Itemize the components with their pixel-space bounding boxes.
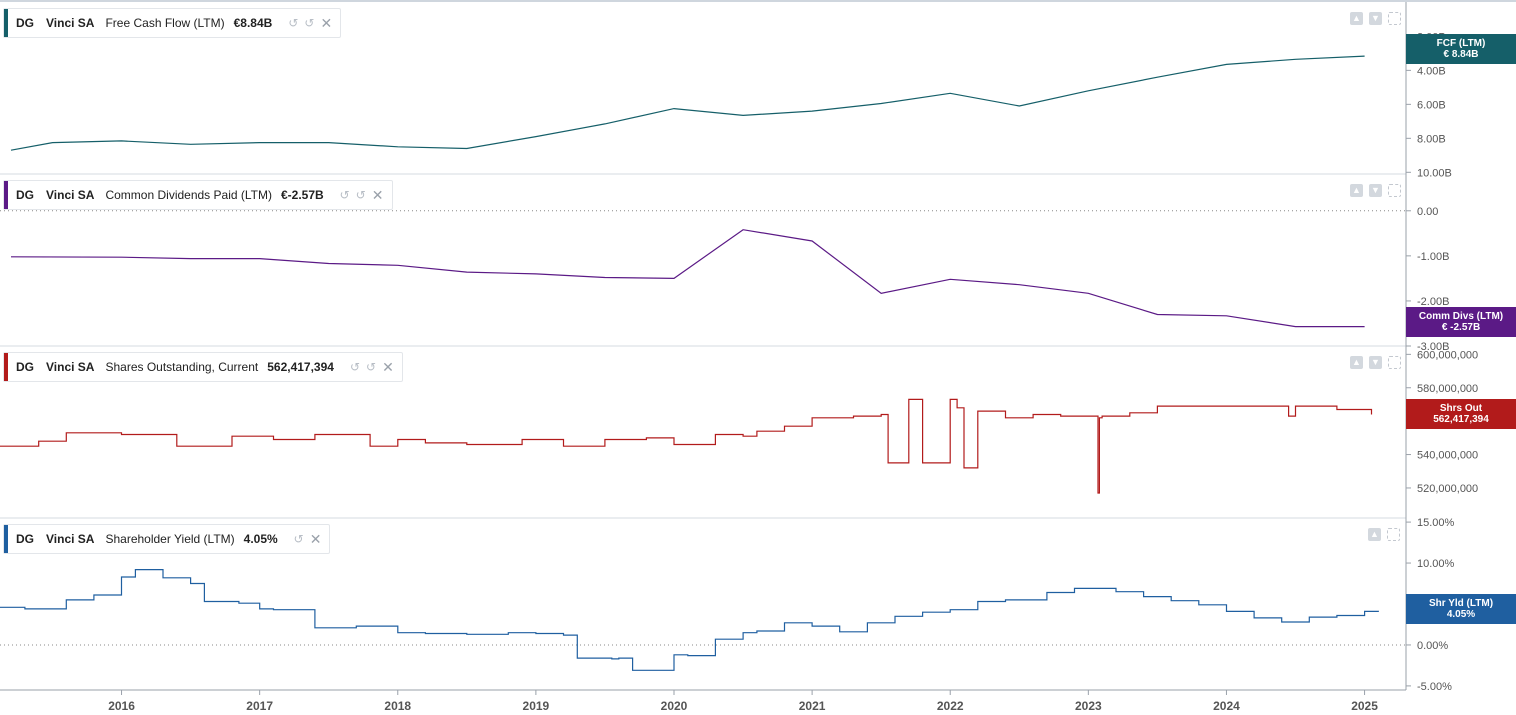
move-up-icon[interactable]: ▲: [1350, 356, 1363, 369]
y-tick-label: 580,000,000: [1417, 383, 1478, 395]
tag-label: Shrs Out: [1439, 403, 1483, 414]
series-line-fcf: [10, 55, 1365, 151]
x-tick-label: 2022: [937, 699, 964, 713]
y-tick-label: 6.00B: [1417, 99, 1446, 111]
move-up-icon[interactable]: ▲: [1368, 528, 1381, 541]
legend-yield: DG Vinci SA Shareholder Yield (LTM) 4.05% ↺ ✕: [3, 524, 331, 554]
fullscreen-icon[interactable]: [1388, 12, 1401, 25]
pane-controls: ▲: [1368, 528, 1400, 541]
legend-metric: Common Dividends Paid (LTM): [105, 188, 272, 202]
legend-color-bar: [4, 9, 8, 37]
y-tick-label: -5.00%: [1417, 681, 1452, 693]
y-tick-label: 4.00B: [1417, 65, 1446, 77]
y-tick-label: 10.00%: [1417, 558, 1455, 570]
yield-value-tag: Shr Yld (LTM) 4.05%: [1406, 594, 1516, 624]
legend-value: 562,417,394: [267, 360, 334, 374]
legend-metric: Shares Outstanding, Current: [105, 360, 259, 374]
legend-metric: Shareholder Yield (LTM): [105, 532, 235, 546]
tag-value: 4.05%: [1446, 609, 1476, 620]
tag-value: € -2.57B: [1441, 322, 1481, 333]
close-icon[interactable]: ✕: [320, 14, 333, 31]
fullscreen-icon[interactable]: [1388, 184, 1401, 197]
legend-ticker: DG: [16, 532, 34, 546]
legend-value: 4.05%: [243, 532, 278, 546]
y-tick-label: 8.00B: [1417, 133, 1446, 145]
y-tick-label: 10.00B: [1417, 167, 1452, 179]
y-tick-label: 0.00%: [1417, 640, 1448, 652]
tag-label: Comm Divs (LTM): [1418, 311, 1504, 322]
y-tick-label: 0.00: [1417, 206, 1438, 218]
history-icon[interactable]: ↺: [366, 360, 377, 374]
x-tick-label: 2016: [108, 699, 135, 713]
history-icon[interactable]: ↺: [349, 360, 361, 374]
legend-color-bar: [4, 525, 8, 553]
series-line-shares: [0, 398, 1373, 494]
legend-color-bar: [4, 181, 8, 209]
legend-company: Vinci SA: [46, 532, 95, 546]
y-tick-label: 520,000,000: [1417, 483, 1478, 495]
y-tick-label: 15.00%: [1417, 517, 1455, 529]
x-tick-label: 2020: [661, 699, 688, 713]
fcf-value-tag: FCF (LTM) € 8.84B: [1406, 34, 1516, 64]
legend-company: Vinci SA: [46, 188, 95, 202]
legend-value: €-2.57B: [280, 188, 324, 202]
legend-ticker: DG: [16, 16, 34, 30]
legend-divs: DG Vinci SA Common Dividends Paid (LTM) €-2…: [3, 180, 393, 210]
history-icon[interactable]: ↺: [293, 532, 304, 546]
legend-company: Vinci SA: [46, 16, 95, 30]
close-icon[interactable]: ✕: [309, 530, 322, 547]
legend-ticker: DG: [16, 360, 34, 374]
legend-value: €8.84B: [233, 16, 273, 30]
legend-fcf: DG Vinci SA Free Cash Flow (LTM) €8.84B ↺ ↺ ✕: [3, 8, 342, 38]
fullscreen-icon[interactable]: [1387, 528, 1400, 541]
legend-shares: DG Vinci SA Shares Outstanding, Current 562…: [3, 352, 403, 382]
y-tick-label: 540,000,000: [1417, 450, 1478, 462]
legend-ticker: DG: [16, 188, 34, 202]
series-line-divs: [10, 229, 1365, 328]
tag-label: FCF (LTM): [1436, 38, 1486, 49]
x-tick-label: 2018: [384, 699, 411, 713]
close-icon[interactable]: ✕: [382, 358, 394, 375]
x-tick-label: 2017: [246, 699, 273, 713]
y-tick-label: -1.00B: [1417, 251, 1449, 263]
pane-controls: ▲ ▼: [1350, 184, 1401, 197]
move-up-icon[interactable]: ▲: [1350, 184, 1363, 197]
history-icon[interactable]: ↺: [355, 188, 366, 202]
x-tick-label: 2025: [1351, 699, 1378, 713]
y-tick-label: -3.00B: [1417, 341, 1449, 353]
legend-metric: Free Cash Flow (LTM): [105, 16, 225, 30]
history-icon[interactable]: ↺: [339, 188, 350, 202]
pane-controls: ▲ ▼: [1350, 12, 1401, 25]
move-down-icon[interactable]: ▼: [1369, 184, 1382, 197]
close-icon[interactable]: ✕: [371, 186, 384, 203]
fullscreen-icon[interactable]: [1388, 356, 1401, 369]
x-tick-label: 2021: [799, 699, 826, 713]
divs-value-tag: Comm Divs (LTM) € -2.57B: [1406, 307, 1516, 337]
top-border: [0, 0, 1516, 2]
shares-value-tag: Shrs Out 562,417,394: [1406, 399, 1516, 429]
pane-controls: ▲ ▼: [1350, 356, 1401, 369]
history-icon[interactable]: ↺: [288, 16, 299, 30]
series-line-yield: [0, 569, 1379, 671]
legend-color-bar: [4, 353, 8, 381]
move-up-icon[interactable]: ▲: [1350, 12, 1363, 25]
x-tick-label: 2024: [1213, 699, 1240, 713]
x-tick-label: 2019: [523, 699, 550, 713]
tag-value: € 8.84B: [1443, 49, 1479, 60]
y-tick-label: -2.00B: [1417, 296, 1449, 308]
x-tick-label: 2023: [1075, 699, 1102, 713]
y-tick-label: 600,000,000: [1417, 349, 1478, 361]
legend-company: Vinci SA: [46, 360, 95, 374]
move-down-icon[interactable]: ▼: [1369, 356, 1382, 369]
move-down-icon[interactable]: ▼: [1369, 12, 1382, 25]
tag-value: 562,417,394: [1433, 414, 1489, 425]
history-icon[interactable]: ↺: [304, 16, 315, 30]
tag-label: Shr Yld (LTM): [1428, 598, 1494, 609]
